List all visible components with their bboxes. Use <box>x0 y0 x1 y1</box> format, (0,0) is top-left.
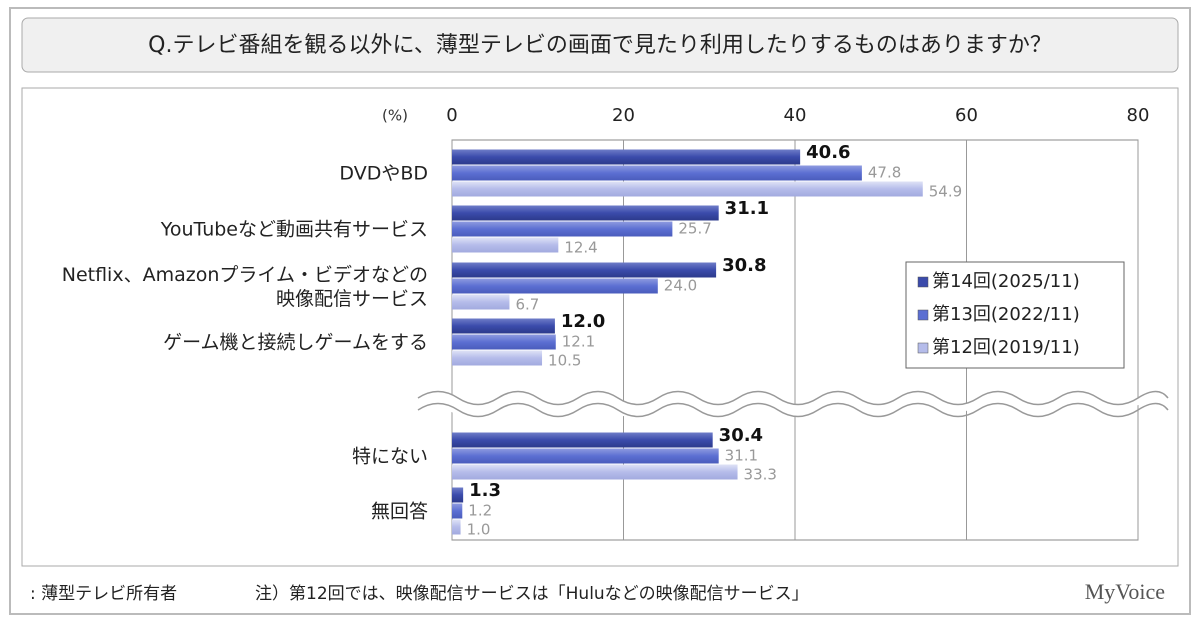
bar <box>452 278 658 294</box>
title-box <box>21 17 1179 73</box>
x-tick-label: 80 <box>1127 105 1150 126</box>
value-label: 54.9 <box>929 183 962 201</box>
bar <box>452 149 801 165</box>
bar <box>452 262 717 278</box>
bar <box>452 448 719 464</box>
legend-box <box>905 261 1125 369</box>
value-label: 12.4 <box>564 239 597 257</box>
bar <box>452 205 719 221</box>
bar <box>452 221 673 237</box>
legend-label: 第12回(2019/11) <box>932 337 1080 358</box>
bar <box>452 432 713 448</box>
legend-label: 第13回(2022/11) <box>932 304 1080 325</box>
value-label: 12.0 <box>561 311 605 332</box>
value-label: 31.1 <box>725 447 758 465</box>
break-fill <box>418 391 1168 417</box>
bar <box>452 334 556 350</box>
value-label: 30.4 <box>719 425 763 446</box>
bar <box>452 237 559 253</box>
y-tick-label: Netflix、Amazonプライム・ビデオなどの映像配信サービス <box>62 264 428 310</box>
bar <box>452 181 923 197</box>
bar <box>452 464 738 480</box>
break-line <box>417 402 1169 418</box>
legend-label: 第14回(2025/11) <box>932 271 1080 292</box>
axis-break <box>417 390 1169 418</box>
value-label: 24.0 <box>664 277 697 295</box>
y-tick-label: 無回答 <box>371 501 428 523</box>
y-tick-label: 特にない <box>352 446 428 468</box>
value-label: 1.2 <box>468 502 492 520</box>
bar <box>452 165 862 181</box>
value-label: 40.6 <box>806 142 850 163</box>
value-label: 47.8 <box>868 164 901 182</box>
bar <box>452 294 510 310</box>
axis-label: (%) <box>382 107 408 125</box>
value-label: 25.7 <box>678 220 711 238</box>
x-tick-label: 40 <box>784 105 807 126</box>
bar <box>452 519 461 535</box>
value-label: 1.3 <box>469 480 501 501</box>
x-tick-label: 0 <box>446 105 457 126</box>
x-tick-label: 20 <box>612 105 635 126</box>
value-label: 6.7 <box>515 296 539 314</box>
bar <box>452 487 464 503</box>
legend-swatch <box>917 276 929 288</box>
note: 注）第12回では、映像配信サービスは「Huluなどの映像配信サービス」 <box>255 584 809 604</box>
source: MyVoice <box>1085 579 1165 604</box>
bar <box>452 350 543 366</box>
legend-swatch <box>917 342 929 354</box>
value-label: 12.1 <box>562 333 595 351</box>
y-tick-label: YouTubeなど動画共有サービス <box>160 219 428 241</box>
chart-title: Q.テレビ番組を観る以外に、薄型テレビの画面で見たり利用したりするものはあります… <box>148 33 1052 58</box>
note: : 薄型テレビ所有者 <box>30 584 177 604</box>
plot: 0 20 40 60 80 DVDやBD 40.6 47.8 54.9 YouTubeなど動画共有… <box>62 105 1150 541</box>
y-tick-label: DVDやBD <box>339 163 428 185</box>
value-label: 31.1 <box>725 198 769 219</box>
legend: 第14回(2025/11) 第13回(2022/11) 第12回(2019/11) <box>905 261 1125 369</box>
x-tick-label: 60 <box>955 105 978 126</box>
value-label: 33.3 <box>744 466 777 484</box>
break-line <box>417 390 1169 406</box>
value-label: 30.8 <box>722 255 766 276</box>
bar <box>452 318 555 334</box>
value-label: 10.5 <box>548 352 581 370</box>
value-label: 1.0 <box>467 521 491 539</box>
legend-swatch <box>917 309 929 321</box>
y-tick-label: ゲーム機と接続しゲームをする <box>163 332 428 354</box>
bar <box>452 503 463 519</box>
